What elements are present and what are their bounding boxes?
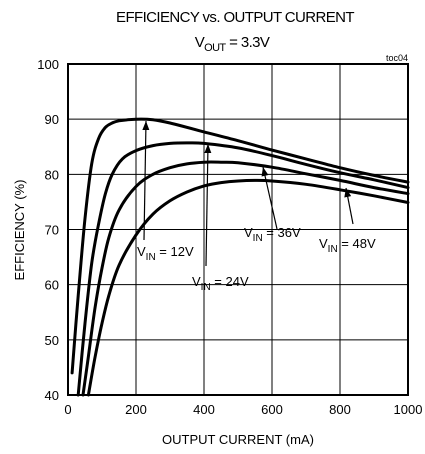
arrowhead-2: [204, 144, 212, 154]
chart-title: EFFICIENCY vs. OUTPUT CURRENT: [116, 9, 354, 26]
series-label-suffix: = 24V: [211, 274, 249, 289]
leader-line-3: [262, 166, 278, 230]
series-label-1: VIN = 12V: [137, 244, 194, 263]
subtitle-suffix: = 3.3V: [226, 34, 270, 51]
series-label-prefix: V: [137, 244, 146, 259]
series-label-3: VIN = 36V: [244, 225, 301, 244]
series-label-suffix: = 36V: [263, 225, 301, 240]
x-tick-label: 200: [125, 402, 147, 417]
series-label-subscript: IN: [146, 252, 156, 263]
series-line-1: [70, 117, 410, 375]
y-tick-label: 60: [45, 278, 59, 293]
subtitle-subscript: OUT: [204, 42, 226, 54]
plot-frame: [67, 63, 409, 396]
series-label-subscript: IN: [201, 282, 211, 293]
x-axis-label: OUTPUT CURRENT (mA): [162, 432, 314, 447]
series-curves: [70, 117, 410, 397]
y-tick-label: 70: [45, 223, 59, 238]
x-tick-label: 600: [261, 402, 283, 417]
series-line-2: [76, 141, 410, 397]
grid-lines: [68, 64, 408, 395]
y-tick-label: 50: [45, 333, 59, 348]
arrowhead-3: [261, 167, 269, 177]
y-tick-label: 80: [45, 167, 59, 182]
series-label-prefix: V: [244, 225, 253, 240]
series-label-subscript: IN: [328, 244, 338, 255]
arrowhead-1: [142, 121, 150, 131]
series-label-subscript: IN: [253, 233, 263, 244]
leader-line-1: [143, 120, 147, 241]
series-label-suffix: = 12V: [156, 244, 194, 259]
series-label-suffix: = 48V: [338, 236, 376, 251]
x-tick-label: 400: [193, 402, 215, 417]
series-label-prefix: V: [192, 274, 201, 289]
y-tick-label: 100: [37, 57, 59, 72]
y-axis-label: EFFICIENCY (%): [12, 180, 27, 281]
tick-labels: 0 200 400 600 800 1000 40 50 60 70 80 90 100: [37, 57, 422, 417]
series-label-4: VIN = 48V: [319, 236, 376, 255]
x-tick-label: 0: [64, 402, 71, 417]
series-line-3: [81, 160, 410, 397]
chart-tag: toc04: [386, 53, 408, 63]
series-line-4: [86, 178, 410, 397]
series-label-2: VIN = 24V: [192, 274, 249, 293]
y-tick-label: 40: [45, 388, 59, 403]
series-label-prefix: V: [319, 236, 328, 251]
subtitle-prefix: V: [195, 34, 205, 51]
x-tick-label: 800: [329, 402, 351, 417]
x-tick-label: 1000: [394, 402, 423, 417]
chart-subtitle: VOUT = 3.3V: [195, 34, 270, 54]
y-tick-label: 90: [45, 112, 59, 127]
arrowhead-4: [344, 188, 352, 198]
leader-line-2: [205, 143, 209, 267]
